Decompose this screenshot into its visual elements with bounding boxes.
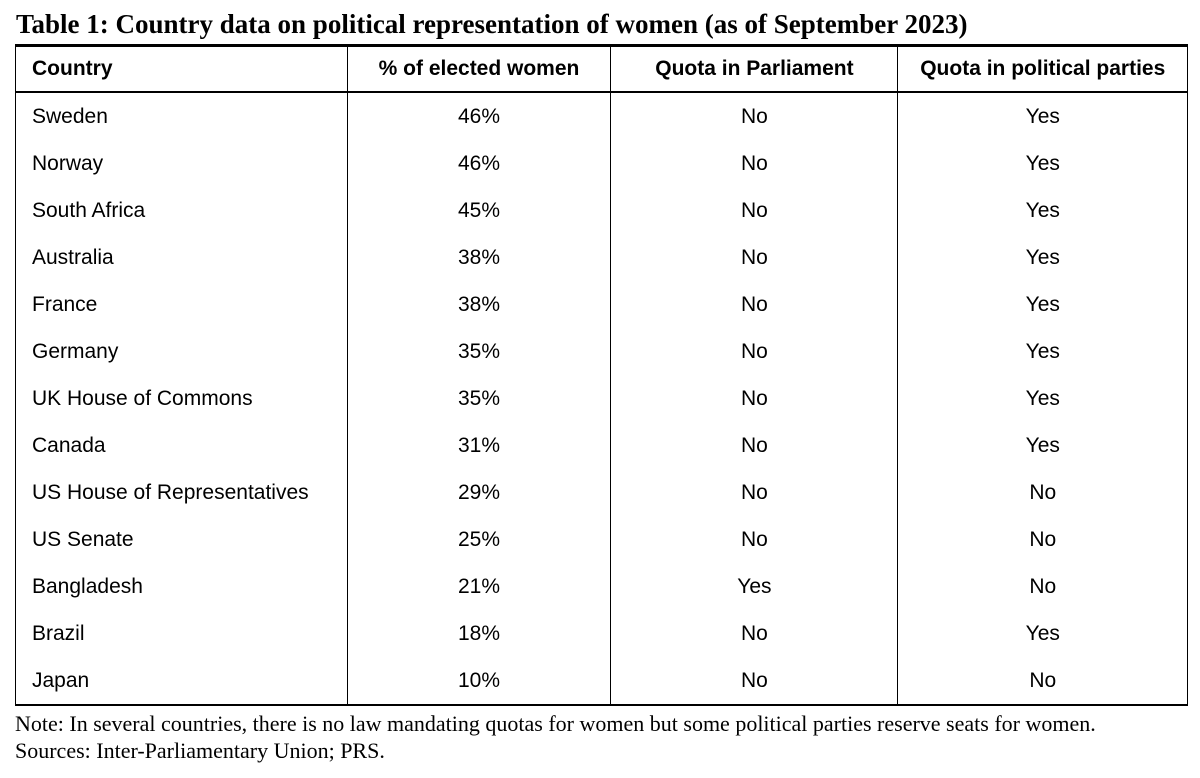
quota-parliament-cell: No xyxy=(610,375,898,422)
elected-women-cell: 38% xyxy=(346,281,611,328)
country-cell: US Senate xyxy=(32,527,134,551)
table-row: UK House of Commons 35% No Yes xyxy=(16,375,1188,422)
table-row: Germany 35% No Yes xyxy=(16,328,1188,375)
country-cell: Australia xyxy=(32,245,114,269)
country-cell: US House of Representatives xyxy=(32,480,309,504)
table-row: Brazil 18% No Yes xyxy=(16,610,1188,657)
table-row: US House of Representatives 29% No No xyxy=(16,469,1188,516)
country-cell: Sweden xyxy=(32,104,108,128)
quota-parliament-cell: No xyxy=(610,610,898,657)
quota-parliament-cell: No xyxy=(610,281,898,328)
elected-women-cell: 46% xyxy=(346,92,611,140)
header-elected-women: % of elected women xyxy=(346,47,611,93)
country-cell: Japan xyxy=(32,668,90,692)
quota-parliament-cell: No xyxy=(610,140,898,187)
quota-parties-cell: Yes xyxy=(897,281,1188,328)
quota-parliament-cell: No xyxy=(610,657,898,705)
country-cell: France xyxy=(32,292,98,316)
quota-parties-cell: Yes xyxy=(897,610,1188,657)
elected-women-cell: 46% xyxy=(346,140,611,187)
table-title: Table 1: Country data on political repre… xyxy=(15,8,1188,47)
quota-parliament-cell: No xyxy=(610,422,898,469)
table-note: Note: In several countries, there is no … xyxy=(15,711,1096,736)
elected-women-cell: 25% xyxy=(346,516,611,563)
quota-parties-cell: No xyxy=(897,657,1188,705)
table-row: France 38% No Yes xyxy=(16,281,1188,328)
quota-parliament-cell: No xyxy=(610,234,898,281)
country-cell: South Africa xyxy=(32,198,146,222)
elected-women-cell: 35% xyxy=(346,375,611,422)
elected-women-cell: 38% xyxy=(346,234,611,281)
quota-parties-cell: Yes xyxy=(897,422,1188,469)
table-body: Sweden 46% No Yes Norway 46% No Yes South Africa… xyxy=(16,92,1188,705)
quota-parliament-cell: No xyxy=(610,187,898,234)
country-cell: Germany xyxy=(32,339,119,363)
quota-parties-cell: Yes xyxy=(897,187,1188,234)
quota-parliament-cell: No xyxy=(610,516,898,563)
country-data-table: Country % of elected women Quota in Parl… xyxy=(15,47,1188,706)
elected-women-cell: 45% xyxy=(346,187,611,234)
country-cell: Bangladesh xyxy=(32,574,143,598)
table-row: US Senate 25% No No xyxy=(16,516,1188,563)
quota-parties-cell: Yes xyxy=(897,375,1188,422)
table-sources: Sources: Inter-Parliamentary Union; PRS. xyxy=(15,738,385,763)
elected-women-cell: 35% xyxy=(346,328,611,375)
quota-parliament-cell: No xyxy=(610,328,898,375)
header-quota-parties: Quota in political parties xyxy=(897,47,1188,93)
table-row: Sweden 46% No Yes xyxy=(16,92,1188,140)
elected-women-cell: 29% xyxy=(346,469,611,516)
header-quota-parliament: Quota in Parliament xyxy=(610,47,898,93)
table-row: Japan 10% No No xyxy=(16,657,1188,705)
quota-parties-cell: No xyxy=(897,469,1188,516)
elected-women-cell: 21% xyxy=(346,563,611,610)
quota-parliament-cell: No xyxy=(610,92,898,140)
quota-parties-cell: Yes xyxy=(897,92,1188,140)
country-cell: Canada xyxy=(32,433,106,457)
table-row: Australia 38% No Yes xyxy=(16,234,1188,281)
quota-parties-cell: No xyxy=(897,516,1188,563)
quota-parliament-cell: Yes xyxy=(610,563,898,610)
table-row: Bangladesh 21% Yes No xyxy=(16,563,1188,610)
header-row: Country % of elected women Quota in Parl… xyxy=(15,47,1188,93)
quota-parties-cell: No xyxy=(897,563,1188,610)
quota-parties-cell: Yes xyxy=(897,328,1188,375)
footnotes: Note: In several countries, there is no … xyxy=(15,706,1188,764)
quota-parties-cell: Yes xyxy=(897,140,1188,187)
country-cell: UK House of Commons xyxy=(32,386,253,410)
quota-parties-cell: Yes xyxy=(897,234,1188,281)
quota-parliament-cell: No xyxy=(610,469,898,516)
table-header: Country % of elected women Quota in Parl… xyxy=(15,47,1188,93)
table-row: Canada 31% No Yes xyxy=(16,422,1188,469)
table-row: South Africa 45% No Yes xyxy=(16,187,1188,234)
elected-women-cell: 31% xyxy=(346,422,611,469)
elected-women-cell: 18% xyxy=(346,610,611,657)
table-row: Norway 46% No Yes xyxy=(16,140,1188,187)
header-country: Country xyxy=(15,47,348,93)
country-cell: Norway xyxy=(32,151,104,175)
elected-women-cell: 10% xyxy=(346,657,611,705)
country-cell: Brazil xyxy=(32,621,85,645)
